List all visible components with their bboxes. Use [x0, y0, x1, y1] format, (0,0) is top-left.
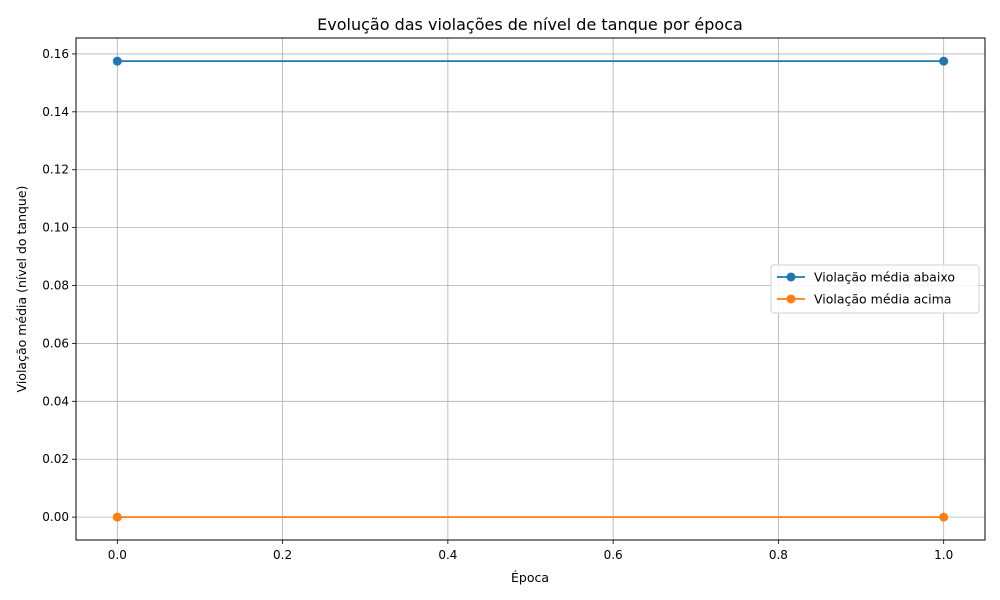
legend-marker-0 [786, 272, 796, 282]
data-point-0-1 [939, 56, 949, 66]
plot-frame [75, 37, 986, 541]
x-tick-label: 0.6 [604, 548, 623, 562]
legend-marker-1 [786, 294, 796, 304]
y-tick-label: 0.16 [42, 47, 69, 61]
y-axis-ticks: 0.00 0.02 0.04 0.06 0.08 0.10 0.12 0.14 0.16 [42, 47, 76, 524]
data-point-1-0 [112, 512, 122, 522]
data-point-0-0 [112, 56, 122, 66]
y-tick-label: 0.14 [42, 105, 69, 119]
x-axis-ticks: 0.0 0.2 0.4 0.6 0.8 1.0 [108, 540, 953, 562]
y-tick-label: 0.04 [42, 394, 69, 408]
chart-title: Evolução das violações de nível de tanqu… [317, 15, 743, 34]
y-tick-label: 0.00 [42, 510, 69, 524]
y-tick-label: 0.10 [42, 221, 69, 235]
x-tick-label: 0.8 [769, 548, 788, 562]
x-tick-label: 0.0 [108, 548, 127, 562]
y-tick-label: 0.12 [42, 163, 69, 177]
x-tick-label: 1.0 [934, 548, 953, 562]
legend-box [770, 264, 980, 314]
y-tick-label: 0.08 [42, 279, 69, 293]
series-layer [112, 56, 949, 522]
y-tick-label: 0.06 [42, 336, 69, 350]
legend: Violação média abaixo Violação média acim… [770, 264, 980, 314]
y-axis-label: Violação média (nível do tanque) [14, 186, 29, 393]
x-tick-label: 0.2 [273, 548, 292, 562]
legend-label-1: Violação média acima [814, 292, 951, 307]
x-axis-label: Época [511, 570, 549, 585]
x-tick-label: 0.4 [438, 548, 457, 562]
y-tick-label: 0.02 [42, 452, 69, 466]
data-point-1-1 [939, 512, 949, 522]
legend-label-0: Violação média abaixo [814, 270, 955, 285]
